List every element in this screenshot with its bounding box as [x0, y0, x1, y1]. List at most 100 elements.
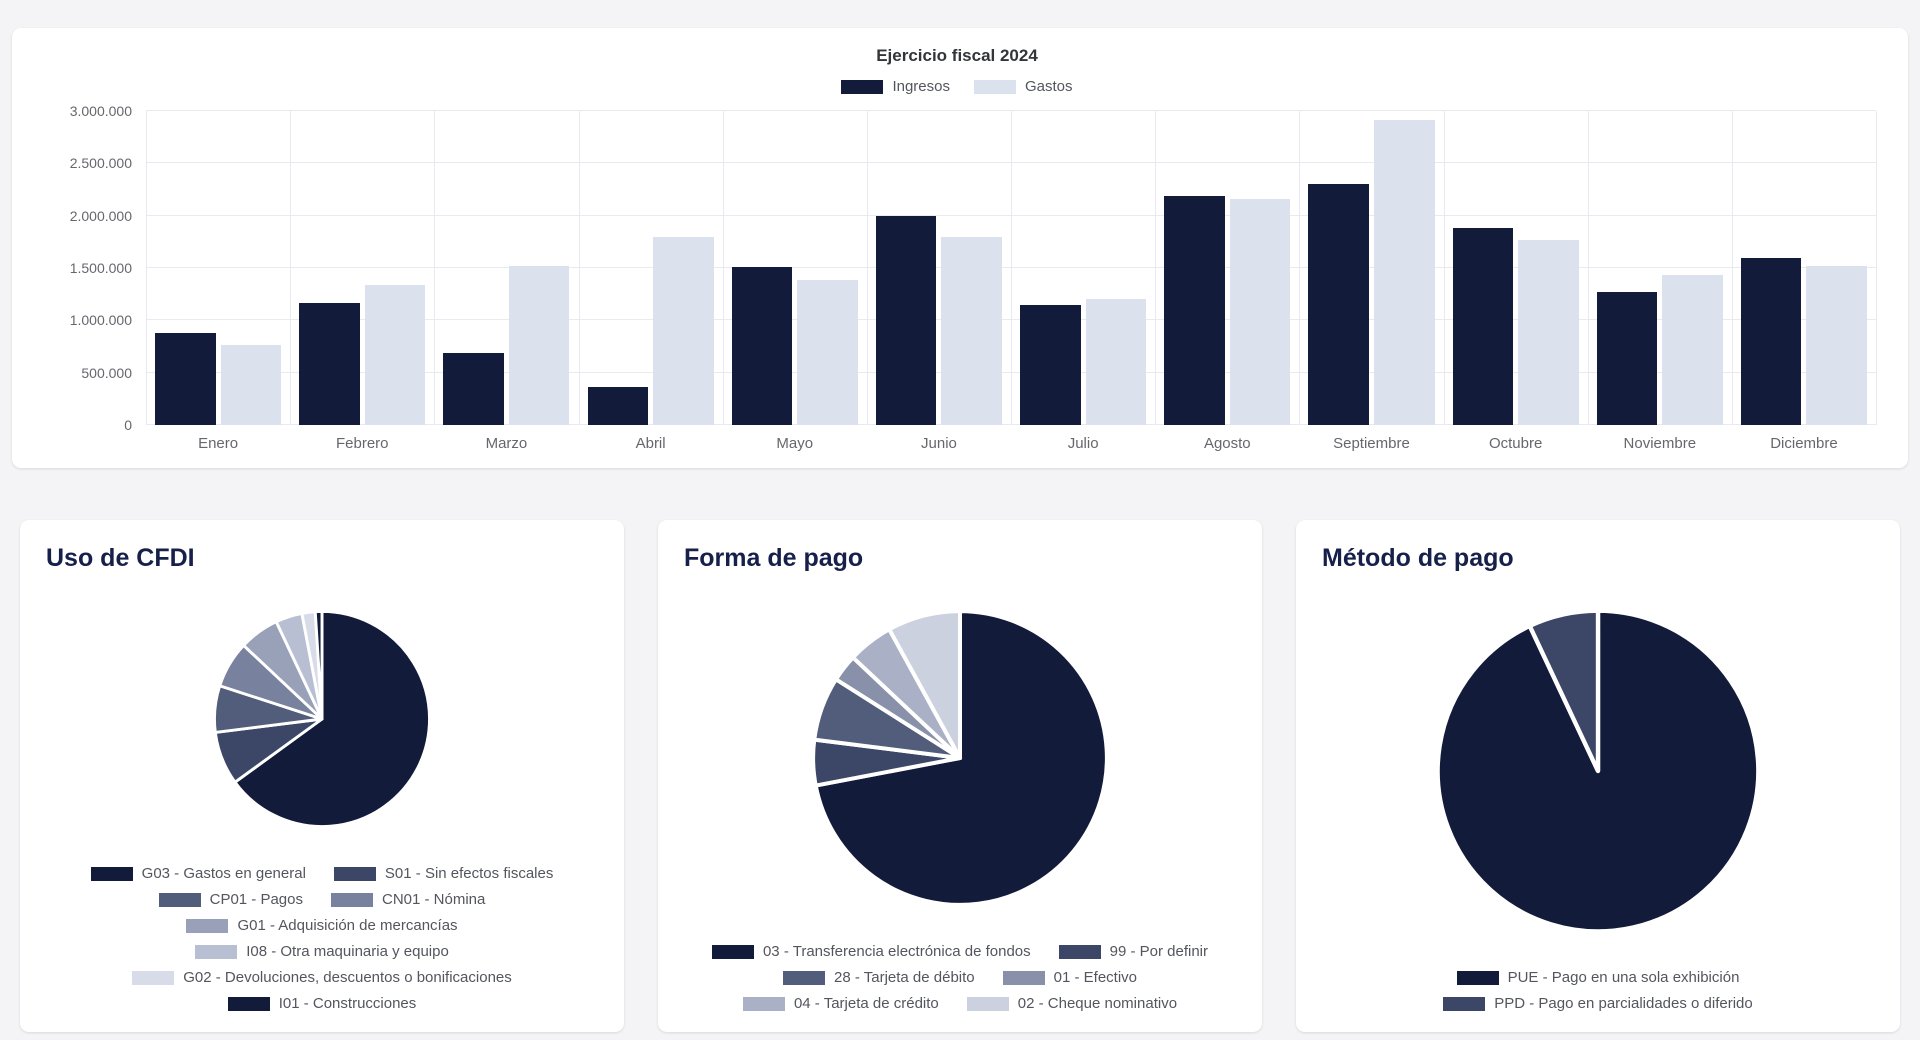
pie-slice-g03	[233, 610, 431, 828]
bar-ingresos-abril	[587, 387, 649, 425]
legend-swatch	[711, 944, 754, 959]
legend-item-cp01[interactable]: CP01 - Pagos	[158, 891, 303, 908]
y-axis-tick-label: 500.000	[81, 364, 132, 381]
x-axis-label-marzo: Marzo	[485, 435, 528, 452]
v-gridline	[866, 111, 868, 425]
legend-swatch	[1456, 970, 1499, 985]
v-gridline	[578, 111, 580, 425]
x-axis-label-diciembre: Diciembre	[1770, 435, 1838, 452]
pie-legend-row: G02 - Devoluciones, descuentos o bonific…	[46, 969, 598, 986]
legend-item-g02[interactable]: G02 - Devoluciones, descuentos o bonific…	[132, 969, 512, 986]
x-axis-label-abril: Abril	[635, 435, 666, 452]
legend-label: I01 - Construcciones	[278, 995, 417, 1012]
legend-label: G03 - Gastos en general	[141, 865, 306, 882]
legend-label: Ingresos	[892, 78, 950, 95]
legend-label: CP01 - Pagos	[209, 891, 303, 908]
legend-swatch	[841, 79, 884, 94]
legend-item-99[interactable]: 99 - Por definir	[1058, 943, 1208, 960]
metodo-de-pago-card: Método de pago PUE - Pago en una sola ex…	[1296, 520, 1900, 1032]
bar-gastos-septiembre	[1373, 120, 1435, 425]
x-axis-label-mayo: Mayo	[776, 435, 814, 452]
bar-ingresos-mayo	[731, 266, 793, 425]
x-axis-label-febrero: Febrero	[335, 435, 389, 452]
legend-item-i01[interactable]: I01 - Construcciones	[227, 995, 417, 1012]
legend-swatch	[742, 996, 785, 1011]
legend-item-04[interactable]: 04 - Tarjeta de crédito	[742, 995, 939, 1012]
bar-ingresos-enero	[155, 332, 216, 425]
legend-swatch	[1443, 996, 1486, 1011]
x-axis-label-agosto: Agosto	[1203, 435, 1251, 452]
pie-legend-row: 04 - Tarjeta de crédito 02 - Cheque nomin…	[684, 995, 1236, 1012]
metodo-de-pago-legend: PUE - Pago en una sola exhibición PPD - P…	[1322, 969, 1874, 1012]
legend-swatch	[186, 918, 229, 933]
x-axis-label-octubre: Octubre	[1488, 435, 1543, 452]
legend-swatch	[333, 866, 376, 881]
legend-label: I08 - Otra maquinaria y equipo	[246, 943, 449, 960]
legend-swatch	[132, 970, 175, 985]
legend-item-01[interactable]: 01 - Efectivo	[1002, 969, 1138, 986]
y-axis-tick-label: 0	[124, 417, 132, 433]
legend-item-g03[interactable]: G03 - Gastos en general	[90, 865, 306, 882]
v-gridline	[1299, 111, 1301, 425]
legend-item-03[interactable]: 03 - Transferencia electrónica de fondos	[711, 943, 1031, 960]
legend-swatch	[90, 866, 133, 881]
legend-label: G01 - Adquisición de mercancías	[237, 917, 458, 934]
h-gridline	[146, 110, 1876, 111]
v-gridline	[1731, 111, 1733, 425]
legend-label: G02 - Devoluciones, descuentos o bonific…	[183, 969, 512, 986]
bar-group-enero	[146, 111, 290, 425]
legend-label: 04 - Tarjeta de crédito	[793, 995, 939, 1012]
bar-gastos-julio	[1085, 299, 1147, 425]
uso-de-cfdi-title: Uso de CFDI	[46, 544, 195, 572]
v-gridline	[146, 111, 147, 425]
legend-item-ppd[interactable]: PPD - Pago en parcialidades o diferido	[1443, 995, 1753, 1012]
legend-item-i08[interactable]: I08 - Otra maquinaria y equipo	[195, 943, 449, 960]
bar-gastos-mayo	[797, 279, 858, 425]
x-axis-label-junio: Junio	[921, 435, 957, 452]
legend-swatch	[331, 892, 373, 907]
bar-gastos-agosto	[1229, 198, 1291, 425]
pie-slice-ppd	[1527, 608, 1601, 774]
bar-group-octubre	[1444, 111, 1588, 425]
metodo-de-pago-pie-chart	[1435, 608, 1761, 934]
legend-item-g01[interactable]: G01 - Adquisición de mercancías	[186, 917, 458, 934]
bar-ingresos-febrero	[299, 302, 360, 425]
bar-ingresos-marzo	[443, 352, 504, 425]
y-axis-tick-label: 2.500.000	[69, 155, 132, 172]
legend-item-pue[interactable]: PUE - Pago en una sola exhibición	[1456, 969, 1739, 986]
bar-ingresos-septiembre	[1308, 184, 1369, 425]
bar-gastos-marzo	[508, 265, 570, 425]
bar-ingresos-junio	[875, 215, 937, 425]
bar-gastos-junio	[941, 236, 1002, 425]
x-axis-label-julio: Julio	[1067, 435, 1099, 452]
legend-item-s01[interactable]: S01 - Sin efectos fiscales	[333, 865, 554, 882]
x-axis-label-septiembre: Septiembre	[1333, 435, 1410, 452]
legend-swatch	[782, 970, 825, 985]
legend-item-gastos[interactable]: Gastos	[974, 78, 1073, 95]
bar-chart-plot-area: 0 500.000 1.000.000 1.500.000 2.000.000 2.500…	[70, 103, 1877, 433]
bar-group-febrero	[290, 111, 434, 425]
pie-legend-row: 03 - Transferencia electrónica de fondos…	[684, 943, 1236, 960]
legend-label: 01 - Efectivo	[1053, 969, 1138, 986]
bar-group-noviembre	[1588, 111, 1732, 425]
legend-item-02[interactable]: 02 - Cheque nominativo	[966, 995, 1178, 1012]
legend-label: S01 - Sin efectos fiscales	[384, 865, 554, 882]
legend-item-cn01[interactable]: CN01 - Nómina	[331, 891, 485, 908]
bar-gastos-abril	[653, 236, 714, 425]
x-axis-label-noviembre: Noviembre	[1623, 435, 1697, 452]
y-axis-tick-label: 1.000.000	[69, 312, 132, 329]
bar-group-septiembre	[1299, 111, 1443, 425]
legend-label: CN01 - Nómina	[382, 891, 486, 908]
bar-gastos-diciembre	[1806, 265, 1868, 425]
bar-chart-x-axis: Enero Febrero Marzo Abril Mayo Junio Julio Agos…	[146, 425, 1876, 460]
bar-group-mayo	[723, 111, 867, 425]
legend-swatch	[1058, 944, 1101, 959]
legend-item-ingresos[interactable]: Ingresos	[841, 78, 950, 95]
pie-legend-row: PUE - Pago en una sola exhibición	[1322, 969, 1874, 986]
v-gridline	[290, 111, 292, 425]
legend-item-28[interactable]: 28 - Tarjeta de débito	[782, 969, 975, 986]
legend-label: 02 - Cheque nominativo	[1017, 995, 1178, 1012]
forma-de-pago-pie-chart	[811, 609, 1109, 907]
bar-gastos-febrero	[364, 284, 426, 425]
